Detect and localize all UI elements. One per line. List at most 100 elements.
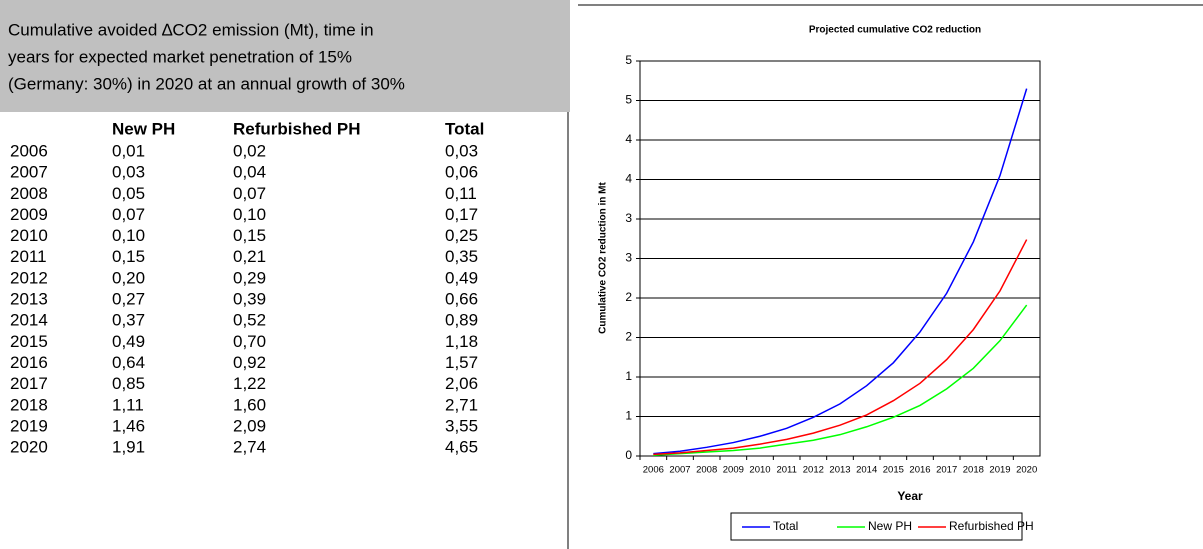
x-tick-label: 2007 <box>669 465 690 476</box>
x-tick-label: 2014 <box>856 465 877 476</box>
table-cell: 2014 <box>10 311 48 330</box>
column-header: Total <box>445 119 484 138</box>
table-cell: 0,52 <box>233 311 266 330</box>
table-cell: 0,07 <box>112 205 145 224</box>
table-cell: 2,09 <box>233 416 266 435</box>
table-cell: 2016 <box>10 353 48 372</box>
x-tick-label: 2010 <box>749 465 770 476</box>
table-cell: 0,35 <box>445 247 478 266</box>
y-axis-title: Cumulative CO2 reduction in Mt <box>598 181 609 333</box>
table-cell: 2018 <box>10 395 48 414</box>
table-cell: 0,64 <box>112 353 145 372</box>
table-cell: 2009 <box>10 205 48 224</box>
table-cell: 2019 <box>10 416 48 435</box>
table-cell: 0,66 <box>445 290 478 309</box>
table-cell: 0,27 <box>112 290 145 309</box>
table-cell: 0,04 <box>233 163 266 182</box>
y-tick-label: 1 <box>625 369 632 383</box>
table-cell: 0,21 <box>233 247 266 266</box>
table-cell: 0,02 <box>233 141 266 160</box>
x-axis-title: Year <box>897 489 923 503</box>
table-cell: 0,03 <box>445 141 478 160</box>
table-cell: 4,65 <box>445 438 478 457</box>
y-tick-label: 5 <box>625 53 632 67</box>
table-cell: 0,05 <box>112 184 145 203</box>
x-tick-label: 2017 <box>936 465 957 476</box>
legend <box>730 512 1023 541</box>
table-cell: 0,25 <box>445 226 478 245</box>
x-tick-label: 2012 <box>803 465 824 476</box>
legend-label: Refurbished PH <box>949 519 1034 533</box>
header-line: (Germany: 30%) in 2020 at an annual grow… <box>8 74 405 93</box>
table-cell: 0,39 <box>233 290 266 309</box>
header-box <box>0 0 570 112</box>
table-cell: 2,71 <box>445 395 478 414</box>
table-cell: 0,92 <box>233 353 266 372</box>
table-cell: 0,10 <box>233 205 266 224</box>
table-cell: 0,49 <box>112 332 145 351</box>
table-cell: 0,01 <box>112 141 145 160</box>
table-cell: 2006 <box>10 141 48 160</box>
x-tick-label: 2016 <box>909 465 930 476</box>
table-cell: 1,18 <box>445 332 478 351</box>
table-cell: 0,20 <box>112 268 145 287</box>
x-tick-label: 2008 <box>696 465 717 476</box>
series-line <box>653 304 1028 456</box>
header-line: Cumulative avoided ∆CO2 emission (Mt), t… <box>8 20 374 39</box>
series-line <box>653 239 1028 456</box>
table-cell: 1,11 <box>112 395 144 414</box>
table-cell: 0,06 <box>445 163 478 182</box>
x-tick-label: 2013 <box>829 465 850 476</box>
table-cell: 2015 <box>10 332 48 351</box>
x-tick-label: 2011 <box>776 465 796 476</box>
series-line <box>653 88 1028 455</box>
x-tick-label: 2009 <box>723 465 744 476</box>
y-tick-label: 0 <box>625 448 632 462</box>
table-cell: 0,89 <box>445 311 478 330</box>
table-cell: 1,60 <box>233 395 266 414</box>
table-cell: 1,46 <box>112 416 145 435</box>
table-cell: 0,17 <box>445 205 478 224</box>
y-tick-label: 5 <box>625 93 632 107</box>
table-cell: 0,11 <box>445 184 477 203</box>
table-cell: 0,03 <box>112 163 145 182</box>
table-cell: 2013 <box>10 290 48 309</box>
table-cell: 2010 <box>10 226 48 245</box>
header-line: years for expected market penetration of… <box>8 47 352 66</box>
table-cell: 0,37 <box>112 311 145 330</box>
table-cell: 1,22 <box>233 374 266 393</box>
x-tick-label: 2006 <box>643 465 664 476</box>
x-tick-label: 2020 <box>1016 465 1037 476</box>
chart-title: Projected cumulative CO2 reduction <box>809 25 981 36</box>
table-cell: 0,49 <box>445 268 478 287</box>
column-header: New PH <box>112 119 175 138</box>
table-cell: 2007 <box>10 163 48 182</box>
table-cell: 0,07 <box>233 184 266 203</box>
table-cell: 0,85 <box>112 374 145 393</box>
y-tick-label: 4 <box>625 172 632 186</box>
table-cell: 2,74 <box>233 438 266 457</box>
x-tick-label: 2019 <box>989 465 1010 476</box>
table-cell: 1,91 <box>112 438 145 457</box>
y-tick-label: 3 <box>625 251 632 265</box>
y-tick-label: 3 <box>625 211 632 225</box>
table-cell: 2012 <box>10 268 48 287</box>
legend-label: New PH <box>868 519 912 533</box>
x-tick-label: 2018 <box>963 465 984 476</box>
y-tick-label: 2 <box>625 290 632 304</box>
table-cell: 2,06 <box>445 374 478 393</box>
table-cell: 0,70 <box>233 332 266 351</box>
x-tick-label: 2015 <box>883 465 904 476</box>
table-cell: 0,29 <box>233 268 266 287</box>
legend-label: Total <box>773 519 798 533</box>
table-cell: 3,55 <box>445 416 478 435</box>
table-cell: 2008 <box>10 184 48 203</box>
table-cell: 2020 <box>10 438 48 457</box>
table-cell: 0,10 <box>112 226 145 245</box>
y-tick-label: 1 <box>625 409 632 423</box>
table-cell: 0,15 <box>233 226 266 245</box>
table-cell: 2011 <box>10 247 47 266</box>
y-tick-label: 2 <box>625 330 632 344</box>
column-header: Refurbished PH <box>233 119 361 138</box>
